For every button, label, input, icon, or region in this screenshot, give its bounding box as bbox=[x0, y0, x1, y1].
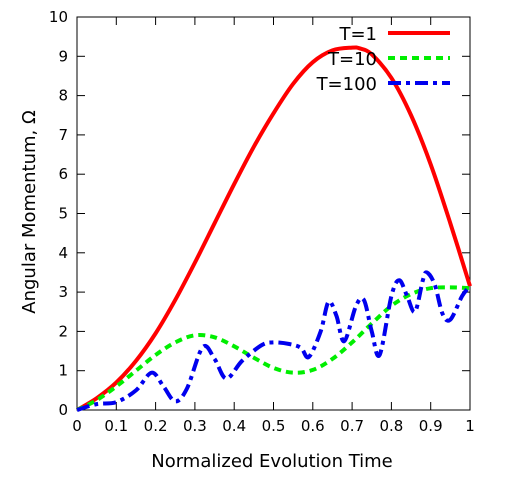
y-tick-label: 5 bbox=[58, 205, 68, 223]
plot-area: 0 0.1 0.2 0.3 0.4 0.5 0.6 0.7 0.8 0.9 101234567891… bbox=[49, 8, 475, 435]
y-tick-label: 1 bbox=[58, 362, 68, 380]
x-tick-label: 0.8 bbox=[379, 417, 403, 435]
series-line-t-1 bbox=[75, 45, 472, 412]
x-tick-label: 1 bbox=[465, 417, 475, 435]
legend-label: T=100 bbox=[316, 74, 377, 95]
plot-frame bbox=[76, 16, 471, 411]
x-tick-label: 0.2 bbox=[144, 417, 168, 435]
x-tick-label: 0.6 bbox=[301, 417, 325, 435]
y-tick-label: 4 bbox=[58, 244, 68, 262]
x-tick-label: 0.9 bbox=[419, 417, 443, 435]
y-tick-label: 9 bbox=[58, 47, 68, 65]
y-tick-label: 3 bbox=[58, 283, 68, 301]
y-tick-label: 2 bbox=[58, 322, 68, 340]
y-tick-label: 0 bbox=[58, 401, 68, 419]
x-tick-label: 0.3 bbox=[183, 417, 207, 435]
x-axis-title: Normalized Evolution Time bbox=[151, 451, 393, 472]
x-tick-label: 0.7 bbox=[340, 417, 364, 435]
y-tick-label: 10 bbox=[49, 8, 68, 26]
legend-label: T=1 bbox=[338, 24, 377, 45]
series-line-t-100 bbox=[76, 270, 472, 412]
y-tick-label: 7 bbox=[58, 126, 68, 144]
x-tick-label: 0 bbox=[72, 417, 82, 435]
y-tick-label: 8 bbox=[58, 87, 68, 105]
x-tick-label: 0.1 bbox=[104, 417, 128, 435]
y-axis-title: Angular Momentum, Ω bbox=[19, 110, 40, 314]
legend-label: T=10 bbox=[327, 49, 377, 70]
series-line-t-10 bbox=[76, 285, 471, 412]
x-tick-label: 0.4 bbox=[222, 417, 246, 435]
y-tick-label: 6 bbox=[58, 165, 68, 183]
x-tick-label: 0.5 bbox=[262, 417, 286, 435]
